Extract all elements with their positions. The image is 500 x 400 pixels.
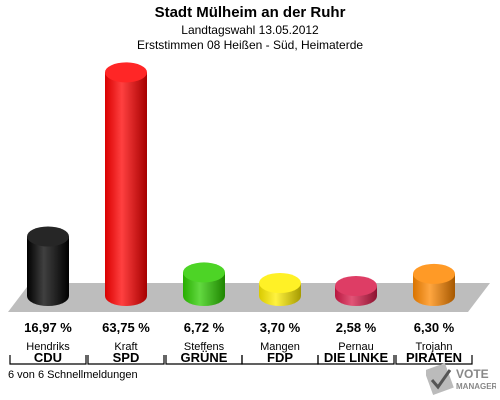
category-bracket — [395, 355, 473, 365]
bar-piraten — [413, 263, 455, 306]
party-label: FDP — [267, 350, 293, 365]
value-label: 6,30 % — [414, 320, 455, 335]
category-bracket — [87, 355, 165, 365]
chart-title: Stadt Mülheim an der Ruhr — [154, 4, 346, 21]
candidate-label: Steffens — [184, 341, 225, 353]
candidate-label: Mangen — [260, 341, 300, 353]
category-bracket — [9, 355, 87, 365]
bar-grüne — [183, 262, 225, 306]
chart-subtitle-election: Landtagswahl 13.05.2012 — [181, 23, 319, 37]
candidate-label: Pernau — [338, 341, 373, 353]
value-label: 16,97 % — [24, 320, 72, 335]
candidate-label: Trojahn — [416, 341, 453, 353]
party-label: PIRATEN — [406, 350, 462, 365]
candidate-label: Hendriks — [26, 341, 70, 353]
candidate-label: Kraft — [114, 341, 137, 353]
party-label: SPD — [113, 350, 140, 365]
bar-spd — [105, 62, 147, 306]
logo-text-vote: VOTE — [456, 367, 489, 381]
chart-subtitle-district: Erststimmen 08 Heißen - Süd, Heimaterde — [136, 38, 364, 52]
value-label: 2,58 % — [336, 320, 377, 335]
value-label: 6,72 % — [184, 320, 225, 335]
category-bracket — [317, 355, 395, 365]
party-label: GRÜNE — [181, 350, 228, 365]
bar-cdu — [27, 226, 69, 306]
votemanager-logo: VOTE MANAGER — [426, 363, 496, 395]
checkmark-icon — [426, 363, 454, 395]
bar-fdp — [259, 273, 301, 306]
party-label: CDU — [34, 350, 62, 365]
value-label: 63,75 % — [102, 320, 150, 335]
footer-note: 6 von 6 Schnellmeldungen — [8, 369, 138, 381]
value-label: 3,70 % — [260, 320, 301, 335]
bar-die-linke — [335, 276, 377, 306]
logo-text-manager: MANAGER — [456, 382, 496, 391]
party-label: DIE LINKE — [324, 350, 389, 365]
